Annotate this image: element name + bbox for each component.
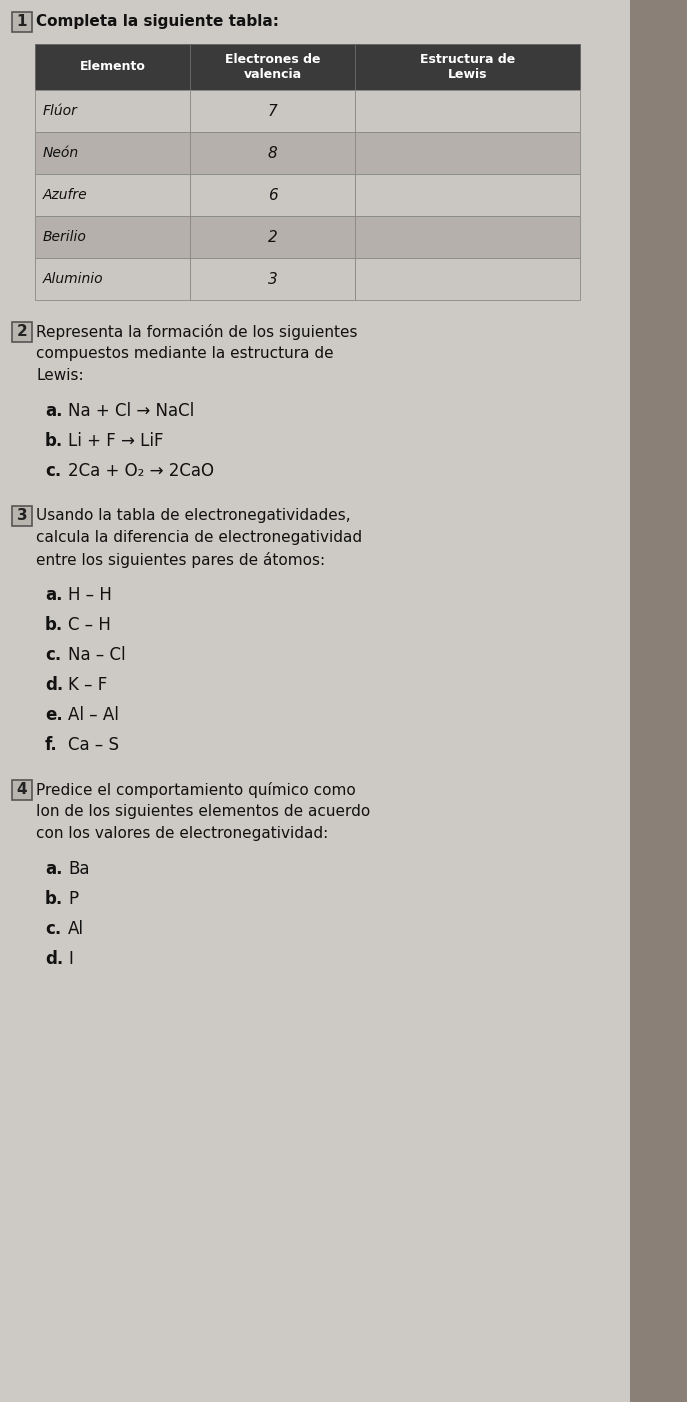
Text: con los valores de electronegatividad:: con los valores de electronegatividad: <box>36 826 328 841</box>
Text: Elemento: Elemento <box>80 60 146 73</box>
Text: Flúor: Flúor <box>43 104 78 118</box>
Text: b.: b. <box>45 615 63 634</box>
Text: Al – Al: Al – Al <box>68 707 119 723</box>
Text: a.: a. <box>45 586 63 604</box>
Bar <box>12 322 32 342</box>
Text: P: P <box>68 890 78 908</box>
Text: c.: c. <box>45 463 61 479</box>
Text: 2: 2 <box>268 230 278 244</box>
Bar <box>12 506 32 526</box>
Text: c.: c. <box>45 646 61 665</box>
Text: Al: Al <box>68 920 84 938</box>
Text: 8: 8 <box>268 146 278 160</box>
Bar <box>35 43 190 90</box>
Bar <box>35 258 190 300</box>
Text: Estructura de
Lewis: Estructura de Lewis <box>420 53 515 81</box>
Text: a.: a. <box>45 402 63 421</box>
Text: Electrones de
valencia: Electrones de valencia <box>225 53 320 81</box>
Text: d.: d. <box>45 951 63 967</box>
Text: C – H: C – H <box>68 615 111 634</box>
Text: Completa la siguiente tabla:: Completa la siguiente tabla: <box>36 14 279 29</box>
Text: K – F: K – F <box>68 676 107 694</box>
Text: 2Ca + O₂ → 2CaO: 2Ca + O₂ → 2CaO <box>68 463 214 479</box>
Bar <box>630 0 687 1402</box>
Bar <box>190 216 355 258</box>
Bar <box>190 43 355 90</box>
Bar <box>355 258 580 300</box>
Text: Predice el comportamiento químico como: Predice el comportamiento químico como <box>36 782 356 798</box>
Text: entre los siguientes pares de átomos:: entre los siguientes pares de átomos: <box>36 552 325 568</box>
Text: b.: b. <box>45 432 63 450</box>
Bar <box>355 174 580 216</box>
Bar <box>12 13 32 32</box>
Bar <box>35 132 190 174</box>
Text: 4: 4 <box>16 782 27 798</box>
Text: a.: a. <box>45 859 63 878</box>
Text: 3: 3 <box>268 272 278 286</box>
Bar <box>35 174 190 216</box>
Text: Ca – S: Ca – S <box>68 736 119 754</box>
Text: Na + Cl → NaCl: Na + Cl → NaCl <box>68 402 194 421</box>
Text: f.: f. <box>45 736 58 754</box>
Text: Usando la tabla de electronegatividades,: Usando la tabla de electronegatividades, <box>36 508 350 523</box>
Text: Li + F → LiF: Li + F → LiF <box>68 432 164 450</box>
Text: 3: 3 <box>16 509 27 523</box>
Bar <box>355 90 580 132</box>
Text: Ion de los siguientes elementos de acuerdo: Ion de los siguientes elementos de acuer… <box>36 803 370 819</box>
Text: 7: 7 <box>268 104 278 119</box>
Text: e.: e. <box>45 707 63 723</box>
Bar <box>190 132 355 174</box>
Text: calcula la diferencia de electronegatividad: calcula la diferencia de electronegativi… <box>36 530 362 545</box>
Text: 2: 2 <box>16 324 27 339</box>
Text: compuestos mediante la estructura de: compuestos mediante la estructura de <box>36 346 334 360</box>
Text: I: I <box>68 951 73 967</box>
Text: 1: 1 <box>16 14 27 29</box>
Text: Na – Cl: Na – Cl <box>68 646 126 665</box>
Text: Ba: Ba <box>68 859 89 878</box>
Bar <box>35 90 190 132</box>
Text: c.: c. <box>45 920 61 938</box>
Bar <box>35 216 190 258</box>
Text: Aluminio: Aluminio <box>43 272 104 286</box>
Text: d.: d. <box>45 676 63 694</box>
Text: Representa la formación de los siguientes: Representa la formación de los siguiente… <box>36 324 357 341</box>
Text: Azufre: Azufre <box>43 188 88 202</box>
Bar <box>355 216 580 258</box>
Text: b.: b. <box>45 890 63 908</box>
Text: 6: 6 <box>268 188 278 202</box>
Bar <box>190 90 355 132</box>
Text: Neón: Neón <box>43 146 79 160</box>
Text: Lewis:: Lewis: <box>36 367 84 383</box>
Bar <box>12 780 32 801</box>
Bar <box>355 43 580 90</box>
Text: H – H: H – H <box>68 586 112 604</box>
Bar <box>355 132 580 174</box>
Bar <box>190 174 355 216</box>
Text: Berilio: Berilio <box>43 230 87 244</box>
Bar <box>190 258 355 300</box>
